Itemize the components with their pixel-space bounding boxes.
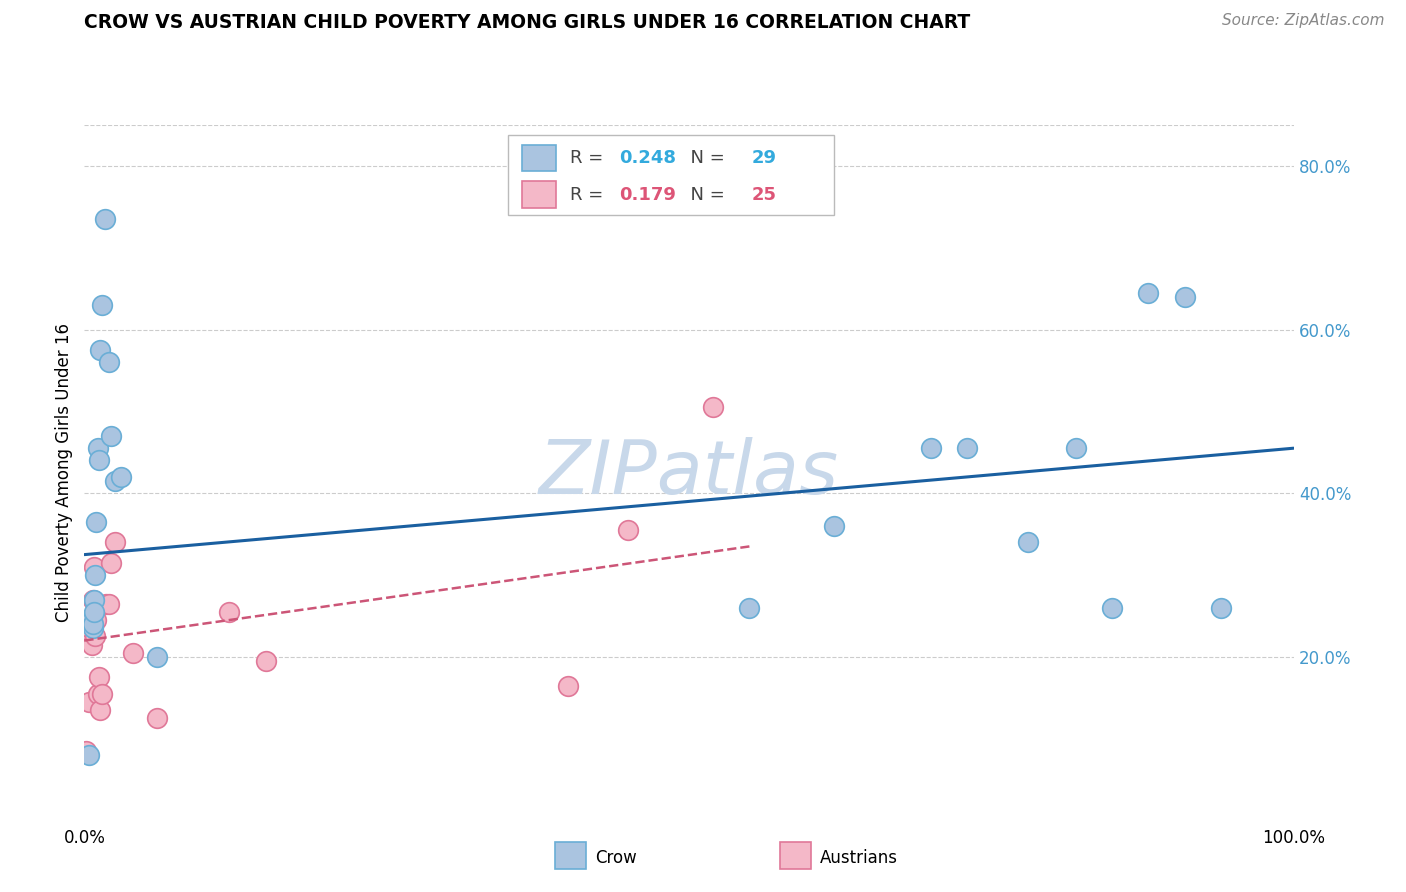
Text: CROW VS AUSTRIAN CHILD POVERTY AMONG GIRLS UNDER 16 CORRELATION CHART: CROW VS AUSTRIAN CHILD POVERTY AMONG GIR…: [84, 13, 970, 32]
Point: [82, 592, 104, 607]
Text: 0.248: 0.248: [619, 149, 676, 167]
Point: [80, 613, 103, 627]
Point: [77, 613, 100, 627]
Point: [97, 355, 120, 369]
Point: [77, 630, 100, 644]
Point: [146, 711, 169, 725]
Point: [104, 474, 127, 488]
Text: Source: ZipAtlas.com: Source: ZipAtlas.com: [1222, 13, 1385, 29]
Point: [86, 687, 108, 701]
Point: [77, 748, 100, 763]
Point: [77, 695, 100, 709]
Point: [94, 212, 117, 227]
Point: [97, 597, 120, 611]
Point: [82, 621, 104, 635]
Text: ZIPatlas: ZIPatlas: [538, 437, 839, 508]
Text: Crow: Crow: [595, 849, 637, 867]
FancyBboxPatch shape: [522, 181, 555, 208]
Text: R =: R =: [571, 149, 609, 167]
Point: [1064, 441, 1087, 455]
Point: [1174, 290, 1197, 304]
Point: [617, 523, 640, 537]
Point: [1101, 600, 1123, 615]
Point: [91, 687, 114, 701]
Point: [218, 605, 240, 619]
Point: [83, 605, 105, 619]
Text: N =: N =: [679, 186, 731, 203]
Point: [100, 429, 122, 443]
Point: [86, 441, 108, 455]
Point: [79, 621, 101, 635]
Point: [84, 568, 107, 582]
Point: [82, 617, 104, 632]
Point: [823, 519, 845, 533]
Point: [75, 744, 97, 758]
Point: [254, 654, 277, 668]
Point: [87, 453, 110, 467]
Text: 29: 29: [752, 149, 778, 167]
Text: Austrians: Austrians: [820, 849, 897, 867]
Point: [76, 613, 98, 627]
Point: [84, 630, 107, 644]
Point: [100, 556, 122, 570]
Point: [89, 703, 111, 717]
FancyBboxPatch shape: [522, 145, 555, 171]
Y-axis label: Child Poverty Among Girls Under 16: Child Poverty Among Girls Under 16: [55, 323, 73, 623]
Point: [80, 638, 103, 652]
Point: [1017, 535, 1039, 549]
Text: 0.179: 0.179: [619, 186, 676, 203]
Point: [87, 670, 110, 684]
Point: [86, 613, 108, 627]
Text: 25: 25: [752, 186, 778, 203]
Point: [83, 560, 105, 574]
FancyBboxPatch shape: [508, 136, 834, 215]
Point: [557, 679, 579, 693]
Point: [110, 470, 132, 484]
Point: [94, 597, 117, 611]
Point: [104, 535, 127, 549]
Point: [146, 649, 169, 664]
Text: R =: R =: [571, 186, 609, 203]
Point: [1137, 285, 1160, 300]
Point: [738, 600, 761, 615]
Point: [956, 441, 979, 455]
Point: [702, 401, 724, 415]
Point: [1209, 600, 1232, 615]
Point: [83, 592, 105, 607]
Point: [91, 298, 114, 312]
Point: [920, 441, 942, 455]
Point: [121, 646, 143, 660]
Point: [89, 343, 111, 357]
Text: N =: N =: [679, 149, 731, 167]
Point: [86, 515, 108, 529]
